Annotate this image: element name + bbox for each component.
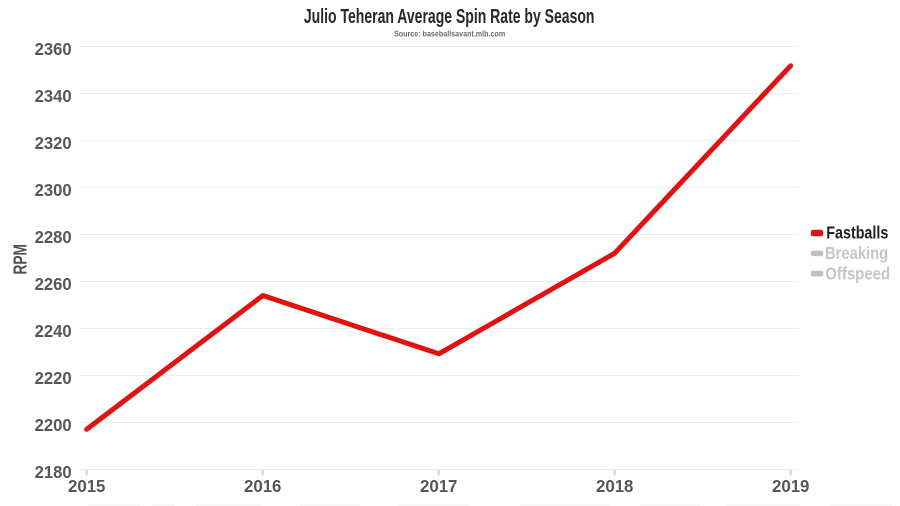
svg-text:2015: 2015	[68, 476, 106, 496]
svg-text:2280: 2280	[35, 227, 72, 247]
svg-text:2220: 2220	[35, 368, 72, 388]
svg-text:Source: baseballsavant.mlb.com: Source: baseballsavant.mlb.com	[394, 29, 505, 38]
svg-text:RPM: RPM	[11, 244, 31, 275]
svg-text:Fastballs: Fastballs	[826, 222, 888, 242]
svg-text:2300: 2300	[35, 180, 72, 200]
svg-text:Breaking: Breaking	[825, 243, 888, 263]
svg-text:2240: 2240	[35, 321, 72, 341]
svg-text:2340: 2340	[35, 86, 72, 106]
svg-text:Julio Teheran Average Spin Rat: Julio Teheran Average Spin Rate by Seaso…	[304, 6, 595, 28]
svg-text:2017: 2017	[420, 476, 457, 496]
svg-text:2016: 2016	[244, 476, 282, 496]
svg-text:2180: 2180	[35, 462, 72, 482]
svg-text:Offspeed: Offspeed	[825, 264, 890, 284]
svg-text:2260: 2260	[35, 274, 72, 294]
svg-text:2320: 2320	[35, 133, 72, 153]
svg-text:2360: 2360	[35, 39, 72, 59]
svg-text:2018: 2018	[596, 476, 634, 496]
svg-text:2019: 2019	[772, 476, 810, 496]
svg-text:2200: 2200	[35, 415, 72, 435]
